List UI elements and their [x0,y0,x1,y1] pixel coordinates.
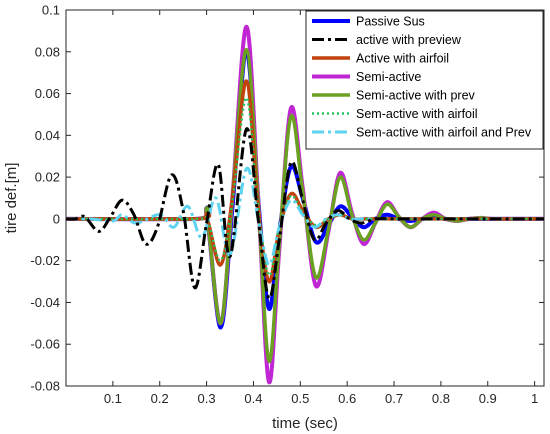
legend-label: Semi-active [356,70,421,84]
x-tick-label: 0.8 [432,391,450,406]
x-tick-labels: 0.1 0.2 0.3 0.4 0.5 0.6 0.7 0.8 0.9 1 [104,391,538,406]
x-axis-title: time (sec) [272,415,338,432]
x-tick-label: 0.5 [291,391,309,406]
legend-label: Passive Sus [356,15,425,29]
y-tick-label: 0.06 [35,86,60,101]
series-layer [65,24,544,385]
legend-box [305,10,544,150]
series-line-6 [65,166,544,267]
y-tick-label: -0.08 [30,379,60,394]
x-tick-label: 0.9 [479,391,497,406]
legend-label: Sem-active with airfoil [356,107,478,121]
y-tick-label: 0.08 [35,44,60,59]
y-tick-label: -0.04 [30,295,60,310]
x-tick-label: 0.4 [244,391,262,406]
x-tick-label: 0.6 [338,391,356,406]
x-tick-label: 0.3 [198,391,216,406]
y-axis-title: tire def.[m] [3,163,20,234]
x-tick-label: 0.1 [104,391,122,406]
series-line-1 [65,127,544,300]
legend: Passive Sus active with preview Active wit… [305,10,544,150]
x-tick-label: 0.2 [151,391,169,406]
y-tick-label: -0.06 [30,337,60,352]
y-tick-label: 0 [53,211,60,226]
legend-label: Active with airfoil [356,52,449,66]
y-tick-label: -0.02 [30,253,60,268]
y-tick-label: 0.02 [35,170,60,185]
legend-label: Sem-active with airfoil and Prev [356,126,532,140]
series-line-5 [65,96,544,277]
y-tick-labels: -0.08 -0.06 -0.04 -0.02 0 0.02 0.04 0.06 0.08 0.1 [30,3,60,394]
x-tick-label: 0.7 [385,391,403,406]
legend-label: Semi-active with prev [356,89,476,103]
x-tick-label: 1 [531,391,538,406]
y-tick-label: 0.04 [35,128,60,143]
legend-label: active with preview [356,33,462,47]
y-tick-label: 0.1 [42,3,60,18]
